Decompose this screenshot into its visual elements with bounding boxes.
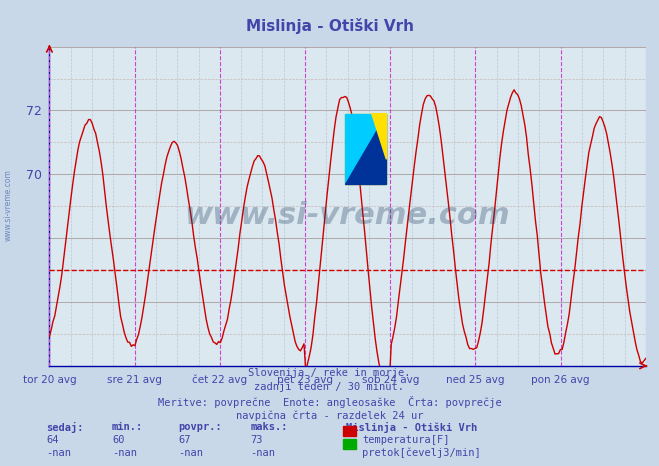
- Text: povpr.:: povpr.:: [178, 422, 221, 432]
- Polygon shape: [345, 114, 386, 184]
- Text: temperatura[F]: temperatura[F]: [362, 435, 450, 445]
- Text: sedaj:: sedaj:: [46, 422, 84, 433]
- Text: Mislinja - Otiški Vrh: Mislinja - Otiški Vrh: [246, 18, 413, 34]
- Polygon shape: [372, 114, 386, 159]
- Text: -nan: -nan: [178, 448, 203, 458]
- Text: 67: 67: [178, 435, 190, 445]
- Text: min.:: min.:: [112, 422, 143, 432]
- Text: Slovenija / reke in morje.: Slovenija / reke in morje.: [248, 368, 411, 378]
- Text: 64: 64: [46, 435, 59, 445]
- Text: maks.:: maks.:: [250, 422, 288, 432]
- Text: Mislinja - Otiški Vrh: Mislinja - Otiški Vrh: [346, 422, 477, 433]
- Text: navpična črta - razdelek 24 ur: navpična črta - razdelek 24 ur: [236, 410, 423, 421]
- Text: pretok[čevelj3/min]: pretok[čevelj3/min]: [362, 448, 481, 459]
- Polygon shape: [345, 114, 386, 184]
- Text: -nan: -nan: [46, 448, 71, 458]
- Text: www.si-vreme.com: www.si-vreme.com: [4, 169, 13, 241]
- Text: -nan: -nan: [112, 448, 137, 458]
- Text: zadnji teden / 30 minut.: zadnji teden / 30 minut.: [254, 382, 405, 392]
- Text: 60: 60: [112, 435, 125, 445]
- Text: www.si-vreme.com: www.si-vreme.com: [185, 201, 511, 230]
- Text: Meritve: povprečne  Enote: angleosaške  Črta: povprečje: Meritve: povprečne Enote: angleosaške Čr…: [158, 396, 501, 408]
- Bar: [345, 114, 386, 184]
- Text: -nan: -nan: [250, 448, 275, 458]
- Text: 73: 73: [250, 435, 263, 445]
